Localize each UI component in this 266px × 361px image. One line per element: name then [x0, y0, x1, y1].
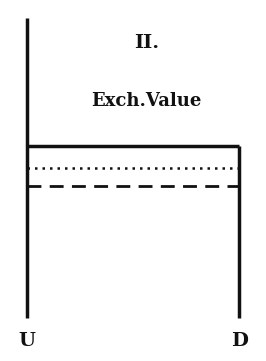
Text: Exch.Value: Exch.Value	[91, 92, 201, 110]
Text: II.: II.	[134, 34, 159, 52]
Text: D: D	[231, 332, 248, 350]
Text: U: U	[18, 332, 35, 350]
